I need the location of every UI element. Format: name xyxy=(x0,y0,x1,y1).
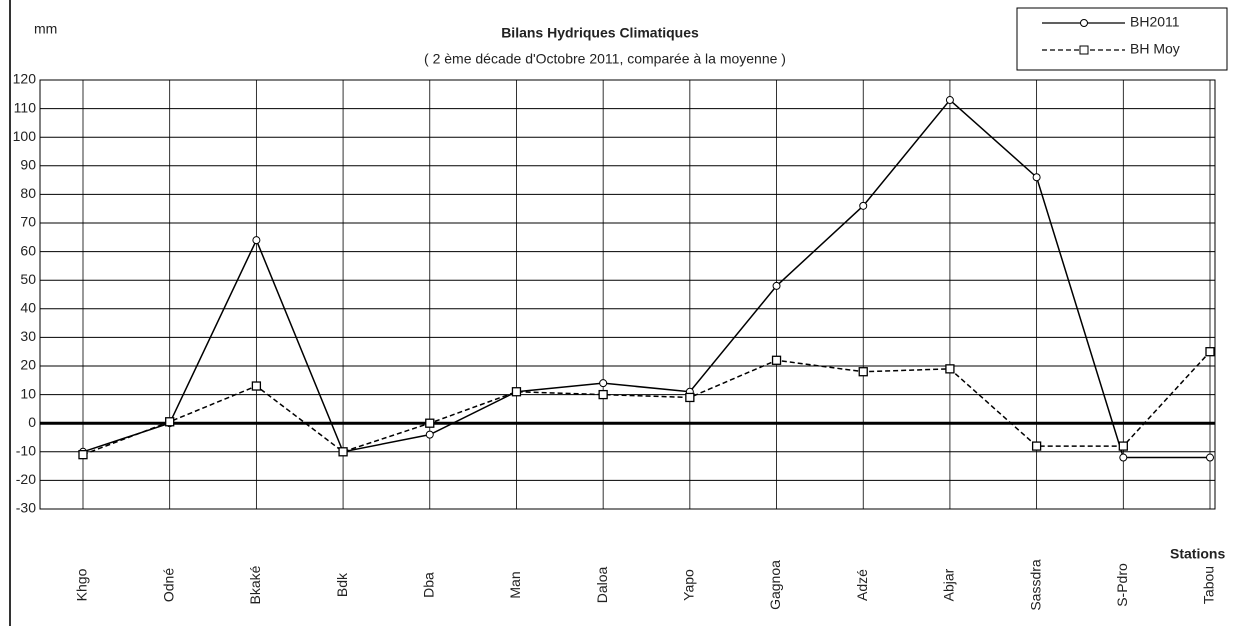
point-marker xyxy=(78,450,88,460)
point-marker xyxy=(425,418,435,428)
point-marker xyxy=(1119,453,1128,462)
point-marker xyxy=(252,236,261,245)
y-tick-label: -30 xyxy=(16,500,36,516)
point-marker xyxy=(1206,453,1214,462)
x-tick-label: Khgo xyxy=(74,568,90,601)
point-marker xyxy=(772,281,781,290)
point-marker xyxy=(771,355,782,365)
x-tick-label: Yapo xyxy=(681,569,697,601)
chart-subtitle: ( 2 ème décade d'Octobre 2011, comparée … xyxy=(424,51,786,67)
x-tick-label: Bkaké xyxy=(247,565,263,604)
y-axis-label: mm xyxy=(34,21,57,37)
x-tick-label: Daloa xyxy=(594,567,610,604)
point-marker xyxy=(425,430,434,439)
x-tick-label: Odné xyxy=(160,568,176,602)
x-axis-label: Stations xyxy=(1170,546,1225,562)
point-marker xyxy=(511,387,522,397)
point-marker xyxy=(1032,173,1041,182)
x-tick-label: Abjar xyxy=(941,568,957,601)
y-tick-label: 30 xyxy=(20,328,36,344)
x-tick-label: Tabou xyxy=(1201,566,1217,604)
point-marker xyxy=(685,392,695,403)
x-tick-label: S-Pdro xyxy=(1114,563,1130,607)
legend-box xyxy=(1016,7,1228,71)
point-marker xyxy=(859,201,868,210)
point-marker xyxy=(338,447,348,457)
point-marker xyxy=(599,379,608,388)
x-tick-label: Bdk xyxy=(334,572,350,597)
legend-label: BH2011 xyxy=(1130,14,1180,30)
point-marker xyxy=(945,364,955,374)
point-marker xyxy=(1205,347,1215,357)
x-tick-label: Dba xyxy=(420,572,436,598)
x-tick-label: Sassdra xyxy=(1027,559,1043,611)
y-tick-label: 120 xyxy=(13,71,37,87)
y-tick-label: -20 xyxy=(16,471,36,487)
y-tick-label: 60 xyxy=(20,242,36,258)
point-marker xyxy=(1031,441,1042,451)
point-marker xyxy=(945,96,954,105)
series-line xyxy=(82,98,1210,459)
y-tick-label: 20 xyxy=(20,357,36,373)
y-tick-label: -10 xyxy=(16,443,36,459)
legend-marker xyxy=(1079,45,1089,55)
y-tick-label: 100 xyxy=(13,128,37,144)
x-tick-label: Adzé xyxy=(854,569,870,601)
y-tick-label: 10 xyxy=(20,385,36,401)
legend-label: BH Moy xyxy=(1130,41,1180,57)
point-marker xyxy=(598,389,608,400)
x-tick-label: Man xyxy=(507,571,523,598)
y-tick-label: 110 xyxy=(14,99,37,115)
y-tick-label: 40 xyxy=(20,300,36,316)
y-tick-label: 0 xyxy=(28,414,36,430)
y-tick-label: 50 xyxy=(20,271,36,287)
y-tick-label: 90 xyxy=(20,157,36,173)
point-marker xyxy=(251,381,262,391)
point-marker xyxy=(858,367,868,377)
point-marker xyxy=(1118,441,1128,451)
y-tick-label: 70 xyxy=(20,214,36,230)
point-marker xyxy=(165,417,175,427)
y-tick-label: 80 xyxy=(20,185,36,201)
x-tick-label: Gagnoa xyxy=(767,560,783,610)
chart-title: Bilans Hydriques Climatiques xyxy=(501,25,699,41)
legend-marker xyxy=(1080,19,1088,27)
series-line xyxy=(82,351,1211,456)
